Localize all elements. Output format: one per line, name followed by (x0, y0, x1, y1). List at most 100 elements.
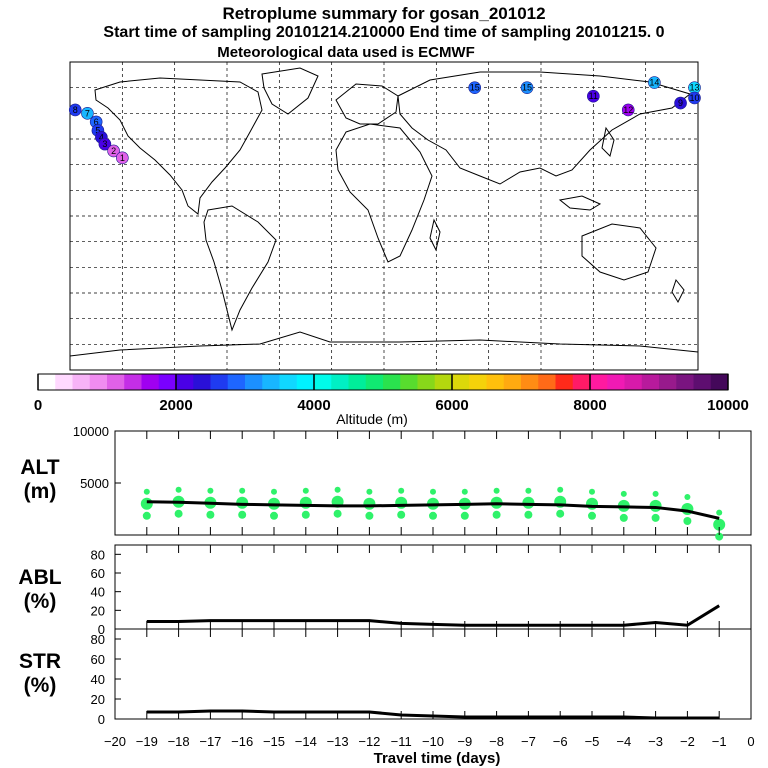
colorbar-swatch (279, 374, 298, 390)
plume-cluster-label: 8 (73, 105, 78, 115)
plume-cluster-point (688, 91, 701, 105)
colorbar-swatch (710, 374, 729, 390)
str-ylabel-line2: (%) (24, 674, 57, 697)
alt-point (683, 517, 692, 525)
colorbar-swatch (383, 374, 401, 390)
colorbar-swatch (210, 374, 229, 390)
continent-asia (397, 71, 692, 185)
colorbar-tick-label: 0 (34, 397, 42, 414)
alt-ylabel-line2: (m) (24, 480, 57, 503)
island-new-zealand (671, 278, 685, 304)
plume-cluster-label: 10 (690, 93, 700, 103)
x-tick-label: −5 (585, 734, 600, 749)
colorbar-swatch (538, 374, 556, 390)
plume-cluster-label: 13 (690, 83, 700, 93)
chart-title: Retroplume summary for gosan_201012 (222, 4, 546, 23)
colorbar-tick-label: 6000 (435, 397, 468, 414)
colorbar-tick-label: 10000 (707, 397, 749, 414)
colorbar-swatch (693, 374, 712, 390)
abl-ylabel-line2: (%) (24, 590, 57, 613)
x-tick-label: −12 (358, 734, 380, 749)
x-tick-label: −18 (168, 734, 190, 749)
alt-point (589, 488, 595, 495)
alt-point (556, 509, 565, 518)
alt-point (175, 486, 182, 493)
x-axis-label: Travel time (days) (374, 750, 501, 767)
x-tick-label: −19 (136, 734, 158, 749)
plume-cluster-label: 7 (85, 108, 90, 118)
colorbar-swatch (555, 374, 574, 390)
alt-point (395, 496, 408, 509)
alt-point (365, 511, 374, 520)
colorbar-swatch (521, 374, 539, 390)
x-tick-label: −9 (457, 734, 472, 749)
str-frame (114, 628, 752, 720)
plume-cluster-label: 14 (649, 78, 659, 88)
alt-point (174, 509, 183, 518)
x-tick-label: −16 (231, 734, 253, 749)
colorbar-tick-label: 2000 (159, 397, 192, 414)
continent-north-america (94, 77, 263, 215)
colorbar-swatch (314, 374, 332, 390)
alt-point (142, 511, 151, 520)
alt-point (366, 488, 373, 495)
colorbar-tick-label: 8000 (573, 397, 606, 414)
alt-ticks: 10000 5000 (73, 424, 121, 491)
continent-greenland (261, 67, 319, 115)
colorbar-swatch (607, 374, 625, 390)
colorbar-swatch (486, 374, 505, 390)
alt-point (334, 486, 341, 493)
alt-point (588, 511, 596, 520)
altitude-colorbar: 0 2000 4000 6000 8000 10000 Altitude (m) (34, 373, 749, 427)
colorbar-swatch (469, 374, 487, 390)
colorbar-swatch (590, 374, 608, 390)
colorbar-swatch (141, 374, 160, 390)
alt-point (713, 518, 726, 531)
colorbar-ticks: 0 2000 4000 6000 8000 10000 (34, 374, 749, 414)
colorbar-swatch (55, 374, 73, 390)
x-tick-label: −10 (422, 734, 444, 749)
alt-point (143, 488, 150, 495)
x-tick-label: −2 (680, 734, 695, 749)
alt-point (524, 510, 533, 519)
alt-point (586, 497, 598, 510)
colorbar-swatch (158, 374, 177, 390)
alt-point (430, 488, 436, 495)
x-tick-label: −7 (521, 734, 536, 749)
alt-point (397, 510, 406, 519)
x-tick-label: −1 (712, 734, 727, 749)
alt-point (461, 488, 468, 495)
colorbar-swatch (365, 374, 384, 390)
island-madagascar (429, 218, 441, 252)
x-tick-label: −17 (199, 734, 221, 749)
x-tick-label: −20 (104, 734, 126, 749)
colorbar-swatch (124, 374, 142, 390)
colorbar-label: Altitude (m) (336, 411, 408, 427)
colorbar-swatch (331, 374, 349, 390)
alt-point (239, 487, 246, 494)
x-tick-label: −14 (295, 734, 317, 749)
str-ticks: 80 60 40 20 0 (91, 632, 121, 727)
x-tick-label: −3 (648, 734, 663, 749)
alt-point (238, 510, 247, 519)
plume-cluster-point (68, 103, 82, 117)
alt-point (271, 488, 277, 495)
colorbar-swatch (417, 374, 436, 390)
colorbar-swatch (452, 374, 470, 390)
colorbar-swatch (107, 374, 125, 390)
alt-point (429, 511, 437, 520)
plume-cluster-label: 12 (623, 105, 633, 115)
alt-median-line (146, 500, 720, 520)
plume-cluster-label: 15 (522, 83, 532, 93)
plume-cluster-point (81, 107, 94, 120)
plume-cluster-label: 9 (678, 98, 683, 108)
x-tick-label: −4 (616, 734, 631, 749)
plume-cluster-point (674, 96, 687, 110)
continent-antarctica (69, 331, 699, 357)
colorbar-swatch (193, 374, 211, 390)
colorbar-tick-label: 4000 (297, 397, 330, 414)
alt-point (716, 509, 723, 516)
alt-point (333, 509, 342, 518)
colorbar-swatch (72, 374, 91, 390)
plume-cluster-point (107, 144, 120, 158)
